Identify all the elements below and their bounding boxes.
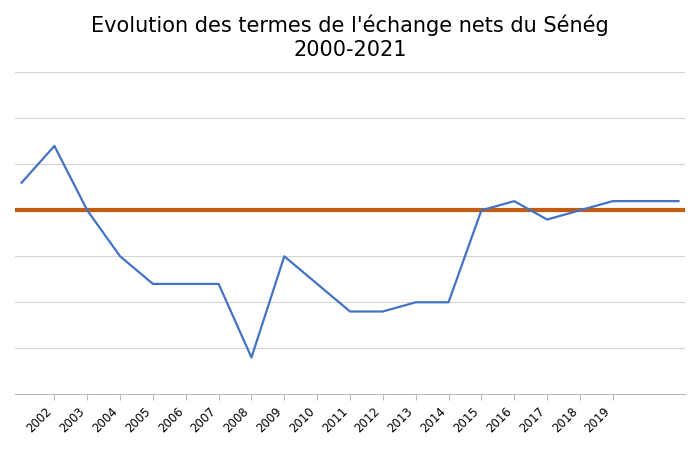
- Title: Evolution des termes de l'échange nets du Sénég
2000-2021: Evolution des termes de l'échange nets d…: [91, 15, 609, 60]
